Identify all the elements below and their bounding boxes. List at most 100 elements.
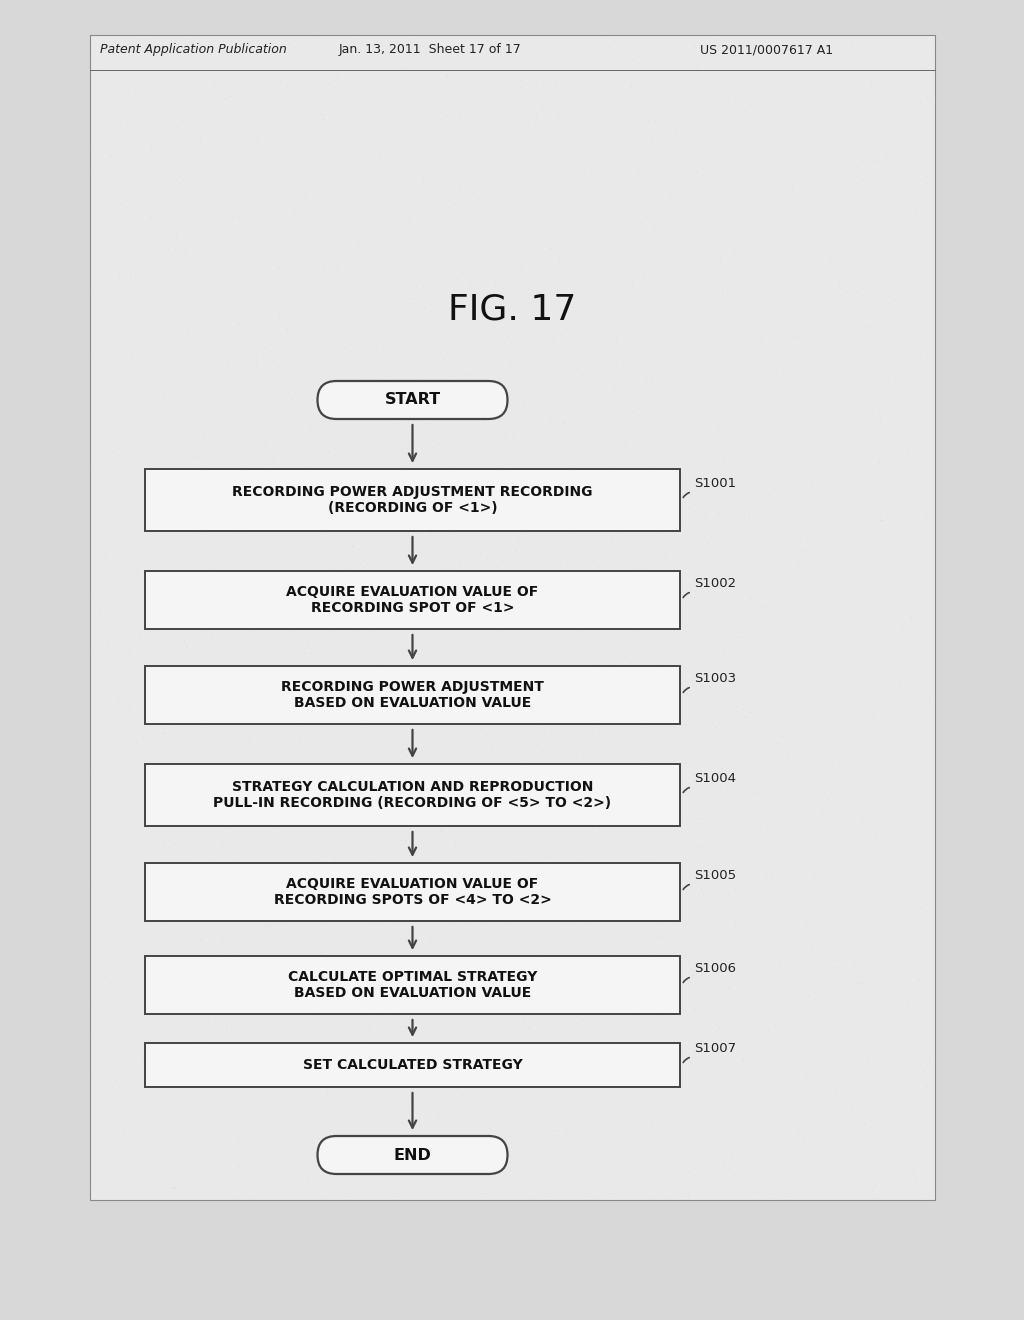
Point (111, 265, 127, 286)
Point (846, 837, 862, 858)
Point (839, 697, 855, 718)
Point (254, 445, 270, 466)
Point (814, 1123, 830, 1144)
Point (117, 952, 133, 973)
Point (489, 337, 506, 358)
Point (807, 931, 823, 952)
Point (232, 273, 249, 294)
Point (627, 669, 643, 690)
Point (185, 477, 202, 498)
Point (291, 919, 307, 940)
Point (756, 627, 772, 648)
Point (575, 466, 592, 487)
Point (104, 378, 121, 399)
Point (787, 572, 804, 593)
Point (911, 224, 928, 246)
Point (407, 288, 423, 309)
Point (253, 360, 269, 381)
Point (796, 857, 812, 878)
Point (644, 475, 660, 496)
Point (519, 355, 536, 376)
Point (414, 65, 430, 86)
Point (824, 752, 841, 774)
Point (635, 883, 651, 904)
Point (432, 818, 449, 840)
Point (456, 865, 472, 886)
Point (201, 1076, 217, 1097)
Point (901, 223, 918, 244)
Point (109, 667, 125, 688)
Point (899, 1067, 915, 1088)
Point (612, 379, 629, 400)
Point (657, 51, 674, 73)
Point (656, 95, 673, 116)
Point (469, 150, 485, 172)
Point (323, 1119, 339, 1140)
Point (437, 809, 454, 830)
Point (452, 407, 468, 428)
Point (430, 339, 446, 360)
Point (711, 1080, 727, 1101)
Point (843, 909, 859, 931)
Point (573, 1148, 590, 1170)
Point (467, 1041, 483, 1063)
Point (432, 1150, 449, 1171)
Point (693, 248, 710, 269)
Point (811, 352, 827, 374)
Point (829, 1032, 846, 1053)
Point (231, 260, 248, 281)
Point (269, 619, 286, 640)
Point (452, 990, 468, 1011)
Point (306, 1051, 323, 1072)
Point (233, 1031, 250, 1052)
Point (557, 990, 573, 1011)
Point (369, 1115, 385, 1137)
Point (369, 678, 385, 700)
Point (751, 425, 767, 446)
Point (345, 227, 361, 248)
Point (357, 927, 374, 948)
Point (392, 760, 409, 781)
Point (372, 148, 388, 169)
Point (646, 962, 663, 983)
Point (846, 953, 862, 974)
Point (464, 1155, 480, 1176)
Point (96, 543, 113, 564)
Point (537, 277, 553, 298)
Point (141, 396, 158, 417)
Point (918, 172, 934, 193)
Point (430, 247, 446, 268)
Point (565, 793, 582, 814)
Point (362, 331, 379, 352)
Point (266, 160, 283, 181)
Point (753, 450, 769, 471)
Point (245, 623, 261, 644)
Point (377, 957, 393, 978)
Point (598, 446, 614, 467)
Point (920, 58, 936, 79)
Point (568, 470, 585, 491)
Point (449, 799, 465, 820)
Point (560, 1010, 577, 1031)
Point (923, 44, 939, 65)
Point (249, 189, 265, 210)
Point (635, 810, 651, 832)
Point (223, 1059, 240, 1080)
Point (348, 911, 365, 932)
Point (442, 908, 459, 929)
Point (746, 1183, 763, 1204)
Point (156, 189, 172, 210)
Point (845, 253, 861, 275)
Point (738, 376, 755, 397)
Point (594, 492, 610, 513)
Point (613, 1098, 630, 1119)
Point (336, 319, 352, 341)
Point (712, 463, 728, 484)
Point (461, 837, 477, 858)
Point (733, 1158, 750, 1179)
Point (374, 92, 390, 114)
Point (132, 170, 148, 191)
Point (443, 541, 460, 562)
Point (687, 500, 703, 521)
Point (264, 694, 281, 715)
